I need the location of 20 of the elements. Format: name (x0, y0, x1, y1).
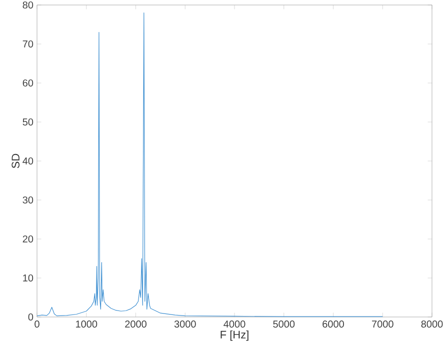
x-tick-label: 1000 (76, 320, 98, 328)
x-axis-title: F [Hz] (220, 330, 248, 341)
y-tick-label: 40 (22, 157, 34, 165)
x-tick-label: 5000 (273, 320, 295, 328)
y-tick-label: 80 (22, 1, 34, 9)
y-tick-label: 0 (28, 313, 34, 321)
y-tick-label: 70 (22, 40, 34, 48)
x-tick-label: 8000 (421, 320, 443, 328)
x-tick-label: 0 (34, 320, 40, 328)
y-tick-label: 20 (22, 235, 34, 243)
x-tick-label: 4000 (224, 320, 246, 328)
y-tick-label: 50 (22, 118, 34, 126)
x-tick-label: 6000 (322, 320, 344, 328)
y-tick-label: 10 (23, 274, 34, 282)
y-tick-label: 30 (22, 196, 34, 204)
x-tick-label: 3000 (174, 320, 196, 328)
x-tick-label: 2000 (125, 320, 146, 328)
y-tick-label: 60 (22, 79, 34, 87)
x-tick-label: 7000 (372, 320, 394, 328)
y-axis-title: SD (12, 154, 20, 168)
